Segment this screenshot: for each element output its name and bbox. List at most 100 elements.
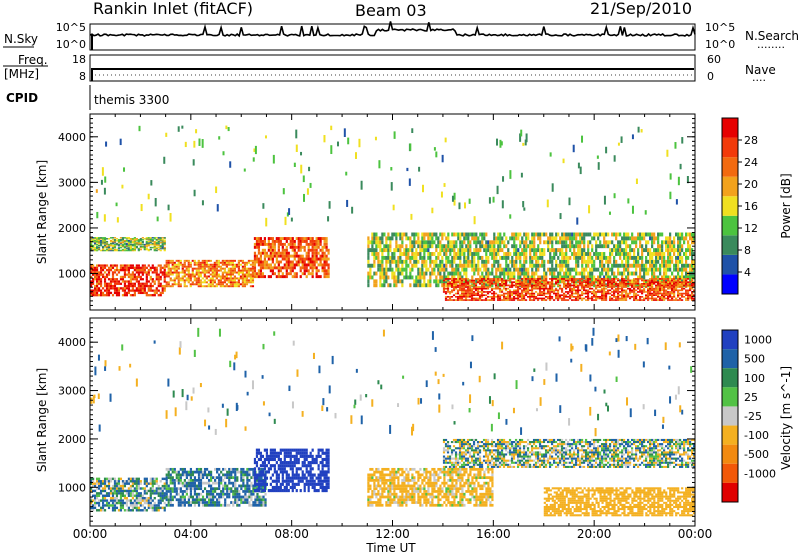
power-cell bbox=[531, 296, 533, 298]
power-cell bbox=[128, 240, 130, 242]
power-cell bbox=[617, 289, 619, 291]
power-cell bbox=[375, 283, 377, 287]
power-cell bbox=[433, 233, 435, 237]
power-cell bbox=[669, 252, 671, 256]
power-cell bbox=[539, 240, 541, 244]
power-cell bbox=[180, 285, 182, 287]
power-cell bbox=[575, 296, 577, 298]
power-cell bbox=[557, 272, 559, 276]
power-cell bbox=[621, 289, 623, 291]
power-cell bbox=[403, 268, 405, 272]
power-cell bbox=[98, 271, 100, 273]
power-cell bbox=[673, 268, 675, 272]
velocity-cell bbox=[104, 478, 106, 480]
power-cell bbox=[132, 283, 134, 285]
power-cell bbox=[102, 246, 104, 248]
power-scatter-cell bbox=[347, 138, 349, 145]
power-cell bbox=[457, 233, 459, 237]
power-cell bbox=[170, 272, 172, 274]
power-cell bbox=[108, 287, 110, 289]
power-cell bbox=[687, 289, 689, 291]
power-cell bbox=[589, 298, 591, 300]
power-cell bbox=[294, 266, 296, 269]
power-cell bbox=[675, 275, 677, 279]
power-cell bbox=[325, 272, 327, 275]
power-cell bbox=[549, 233, 551, 237]
power-cell bbox=[397, 260, 399, 264]
power-cell bbox=[176, 264, 178, 266]
power-cell bbox=[288, 237, 290, 240]
power-cell bbox=[575, 293, 577, 295]
power-cell bbox=[629, 285, 631, 287]
power-cell bbox=[413, 233, 415, 237]
power-cell bbox=[148, 280, 150, 282]
power-cell bbox=[100, 264, 102, 266]
power-cell bbox=[316, 258, 318, 261]
power-cell bbox=[515, 260, 517, 264]
power-cell bbox=[393, 252, 395, 256]
power-cell bbox=[677, 286, 679, 288]
power-cell bbox=[651, 272, 653, 276]
power-cell bbox=[685, 289, 687, 291]
power-cell bbox=[681, 256, 683, 260]
power-cell bbox=[623, 291, 625, 293]
power-cell bbox=[463, 288, 465, 290]
power-cell bbox=[471, 294, 473, 296]
power-cell bbox=[679, 281, 681, 283]
power-cell bbox=[509, 289, 511, 291]
power-cell bbox=[228, 270, 230, 272]
power-scatter-cell bbox=[520, 130, 522, 137]
power-scatter-cell bbox=[442, 155, 444, 162]
power-cell bbox=[483, 291, 485, 293]
power-cell bbox=[134, 267, 136, 269]
power-cell bbox=[565, 268, 567, 272]
power-cell bbox=[589, 233, 591, 237]
power-cell bbox=[613, 294, 615, 296]
power-cell bbox=[685, 280, 687, 282]
power-cell bbox=[649, 294, 651, 296]
power-cell bbox=[463, 283, 465, 285]
power-cell bbox=[150, 276, 152, 278]
power-cell bbox=[278, 246, 280, 249]
power-cell bbox=[304, 261, 306, 264]
power-cell bbox=[130, 244, 132, 246]
power-scatter-cell bbox=[666, 150, 668, 157]
power-cell bbox=[519, 233, 521, 237]
power-cell bbox=[132, 289, 134, 291]
power-cell bbox=[679, 298, 681, 300]
power-cell bbox=[499, 280, 501, 282]
power-cell bbox=[469, 296, 471, 298]
power-cell bbox=[232, 285, 234, 287]
power-cell bbox=[387, 236, 389, 240]
power-cell bbox=[284, 266, 286, 269]
power-cell bbox=[108, 238, 110, 240]
power-cell bbox=[475, 293, 477, 295]
power-cell bbox=[266, 243, 268, 246]
power-cell bbox=[453, 280, 455, 282]
power-cell bbox=[511, 278, 513, 280]
power-cell bbox=[557, 240, 559, 244]
power-cell bbox=[130, 276, 132, 278]
power-cell bbox=[481, 236, 483, 240]
power-cell bbox=[645, 260, 647, 264]
power-cell bbox=[180, 264, 182, 266]
power-cell bbox=[689, 298, 691, 300]
power-cell bbox=[603, 244, 605, 248]
power-cell bbox=[435, 283, 437, 287]
power-cell bbox=[318, 258, 320, 261]
power-cell bbox=[603, 289, 605, 291]
power-cell bbox=[160, 292, 162, 294]
power-cell bbox=[565, 240, 567, 244]
power-cell bbox=[601, 256, 603, 260]
power-cell bbox=[673, 285, 675, 287]
power-cell bbox=[405, 272, 407, 276]
power-cell bbox=[617, 299, 619, 301]
power-cell bbox=[453, 283, 455, 285]
power-cell bbox=[238, 262, 240, 264]
power-scatter-cell bbox=[502, 200, 504, 208]
power-cell bbox=[497, 280, 499, 282]
power-cell bbox=[667, 298, 669, 300]
power-cell bbox=[417, 252, 419, 256]
power-cell bbox=[322, 237, 324, 240]
power-cell bbox=[196, 268, 198, 270]
